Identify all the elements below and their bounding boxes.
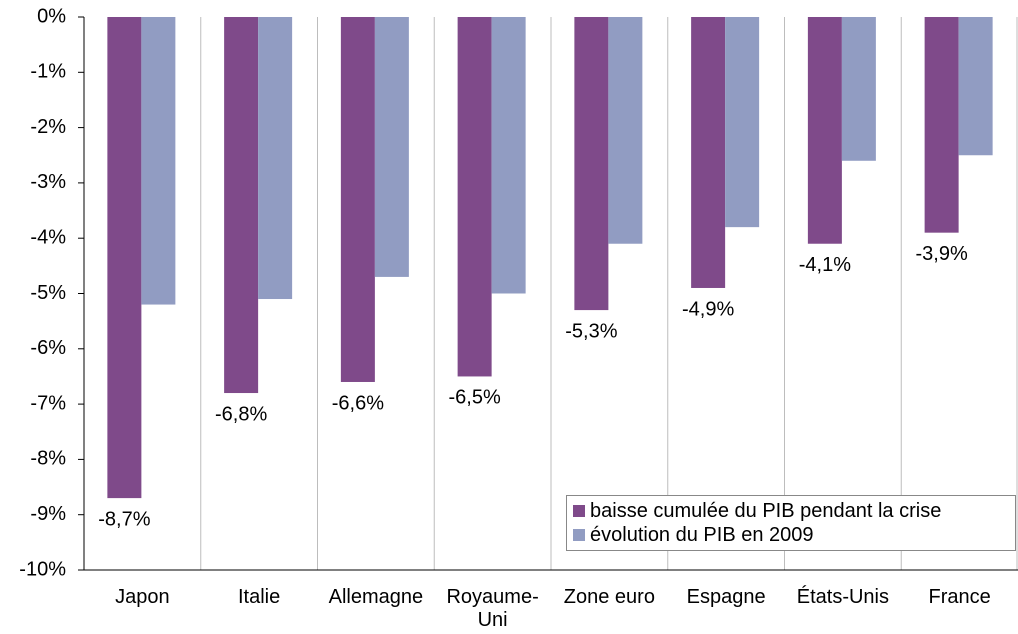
y-tick-label: -6% [30, 337, 66, 359]
bar [691, 17, 726, 288]
x-tick-label: Allemagne [328, 586, 424, 608]
bar [924, 17, 959, 233]
bar [107, 17, 142, 499]
bar [224, 17, 259, 394]
legend: baisse cumulée du PIB pendant la crise év… [566, 495, 1016, 551]
y-tick-label: -4% [30, 226, 66, 248]
x-tick-label: France [928, 586, 991, 608]
y-tick-label: -5% [30, 282, 66, 304]
legend-item: évolution du PIB en 2009 [573, 523, 1009, 547]
bar [807, 17, 842, 244]
x-tick-label: Japon [115, 586, 170, 608]
y-tick-label: -1% [30, 61, 66, 83]
y-tick-label: -7% [30, 392, 66, 414]
legend-label: baisse cumulée du PIB pendant la crise [590, 499, 942, 522]
bar [374, 17, 409, 277]
bar [258, 17, 293, 300]
x-tick-label: États-Unis [796, 586, 889, 608]
value-label: -6,5% [449, 387, 501, 409]
bar [841, 17, 876, 161]
legend-item: baisse cumulée du PIB pendant la crise [573, 499, 1009, 523]
x-tick-label: Espagne [686, 586, 766, 608]
value-label: -4,9% [682, 298, 734, 320]
bar [340, 17, 375, 382]
bar [725, 17, 760, 228]
bar [141, 17, 176, 305]
bar [457, 17, 492, 377]
bar [491, 17, 526, 294]
legend-swatch [573, 505, 585, 517]
legend-label: évolution du PIB en 2009 [590, 523, 814, 546]
y-tick-label: -3% [30, 171, 66, 193]
value-label: -6,6% [332, 392, 384, 414]
x-tick-label: Zone euro [563, 586, 655, 608]
y-tick-label: 0% [37, 5, 66, 27]
y-tick-label: -10% [19, 558, 66, 580]
y-tick-label: -2% [30, 116, 66, 138]
value-label: -4,1% [799, 254, 851, 276]
x-tick-label: Royaume-Uni [446, 586, 539, 631]
legend-swatch [573, 529, 585, 541]
value-label: -3,9% [916, 243, 968, 265]
y-tick-label: -9% [30, 503, 66, 525]
x-tick-label: Italie [238, 586, 281, 608]
value-label: -6,8% [215, 403, 267, 425]
value-label: -8,7% [98, 508, 150, 530]
bar [608, 17, 643, 244]
y-tick-label: -8% [30, 448, 66, 470]
bar [958, 17, 993, 156]
value-label: -5,3% [565, 320, 617, 342]
bar [574, 17, 609, 311]
